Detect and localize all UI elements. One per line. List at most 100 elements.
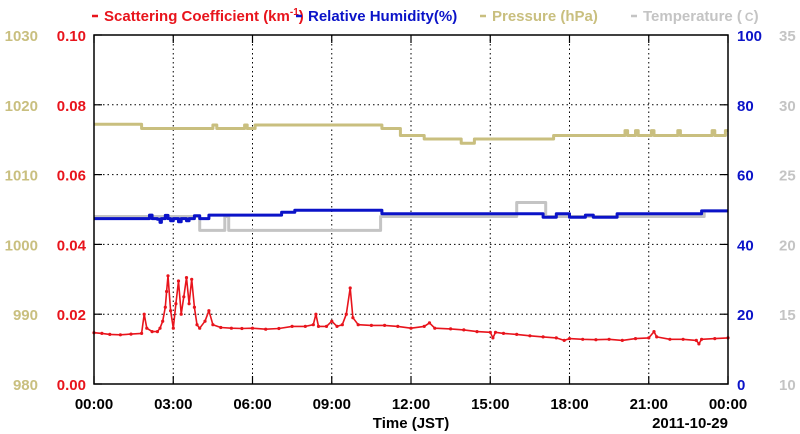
x-tick-label: 15:00 (471, 396, 509, 413)
temp-axis-tick-label: 15 (779, 307, 796, 324)
tick-marks (93, 34, 729, 385)
scatter-axis-tick-label: 0.02 (57, 307, 86, 324)
scatter-point (541, 335, 545, 339)
scatter-point (140, 331, 144, 335)
scatter-point (713, 337, 717, 341)
scatter-point (145, 326, 149, 330)
scatter-point (179, 312, 183, 316)
scatter-point (150, 330, 154, 334)
scatter-point (567, 337, 572, 341)
series-scatter-line (93, 275, 729, 345)
scatter-point (155, 330, 159, 334)
x-tick-label: 12:00 (392, 396, 430, 413)
series-rh-line (94, 208, 728, 224)
scatter-point (491, 336, 495, 340)
scatter-point (647, 336, 651, 340)
rh-axis-tick-label: 80 (737, 98, 754, 115)
rh-axis-tick-label: 0 (737, 377, 745, 394)
pressure-axis-tick-label: 1030 (5, 28, 38, 45)
pressure-axis-tick-label: 990 (13, 307, 38, 324)
scatter-point (427, 321, 432, 325)
scatter-point (655, 335, 659, 339)
temp-axis-tick-label: 10 (779, 377, 796, 394)
scatter-point (344, 312, 348, 316)
temp-axis-tick-label: 20 (779, 237, 796, 254)
scatter-point (501, 331, 506, 335)
x-tick-label: 00:00 (75, 396, 113, 413)
scatter-point (581, 337, 585, 341)
x-tick-label: 21:00 (630, 396, 668, 413)
scatter-point (554, 336, 558, 340)
rh-axis-tick-label: 100 (737, 28, 762, 45)
x-tick-label: 18:00 (550, 396, 588, 413)
legend-label-temp: Temperature (C) (643, 8, 759, 25)
scatter-point (207, 309, 211, 313)
scatter-point (166, 274, 170, 278)
scatter-axis-tick-label: 0.06 (57, 168, 86, 185)
scatter-point (171, 326, 175, 330)
legend-label-scatter: Scattering Coefficient (km-1) (104, 7, 304, 25)
legend: Scattering Coefficient (km-1)Relative Hu… (92, 7, 759, 25)
rh-axis-tick-label: 20 (737, 307, 754, 324)
legend-label-rh: Relative Humidity(%) (308, 8, 457, 25)
scatter-point (330, 319, 334, 323)
scatter-point (176, 279, 181, 283)
scatter-axis-tick-label: 0.08 (57, 98, 86, 115)
series-layer (92, 122, 730, 346)
scatter-point (187, 302, 191, 306)
x-tick-label: 06:00 (233, 396, 271, 413)
scatter-point (229, 326, 233, 330)
scatter-point (142, 312, 146, 316)
scatter-point (163, 305, 167, 309)
scatter-point (652, 330, 656, 334)
scatter-point (697, 342, 701, 346)
scatter-point (314, 312, 318, 316)
scatter-point (165, 289, 169, 294)
scatter-point (264, 327, 268, 331)
scatter-point (161, 319, 165, 323)
temp-axis-tick-label: 30 (779, 98, 796, 115)
scatter-point (335, 324, 339, 328)
scatter-point (190, 277, 194, 281)
scatter-point (493, 330, 498, 334)
series-pressure-line (94, 122, 728, 145)
scatter-point (515, 332, 519, 336)
scatter-point (277, 326, 281, 331)
pressure-axis-tick-label: 1020 (5, 98, 38, 115)
scatter-point (158, 326, 162, 330)
scatter-point (668, 337, 672, 341)
scatter-point (108, 332, 112, 336)
grid (94, 35, 728, 384)
scatter-point (316, 324, 321, 328)
scatter-point (203, 319, 207, 323)
scatter-point (348, 286, 352, 290)
scatter-point (396, 324, 400, 328)
scatter-point (192, 305, 196, 309)
date-label: 2011-10-29 (652, 415, 728, 432)
pressure-axis-tick-label: 1010 (5, 168, 38, 185)
scatter-point (369, 323, 373, 327)
scatter-point (129, 332, 133, 336)
scatter-axis-tick-label: 0.04 (57, 237, 87, 254)
tick-labels: 00:00 03:00 06:00 09:00 12:00 15:00 18:00 21:00… (5, 28, 796, 413)
scatter-point (240, 326, 244, 331)
scatter-point (219, 325, 223, 330)
scatter-point (174, 302, 178, 306)
scatter-point (633, 337, 638, 341)
temp-axis-tick-label: 35 (779, 28, 796, 45)
scatter-point (211, 323, 215, 327)
scatter-point (311, 323, 315, 327)
scatter-point (383, 323, 387, 327)
scatter-point (422, 324, 426, 328)
scatter-point (356, 323, 360, 327)
rh-axis-tick-label: 60 (737, 168, 754, 185)
scatter-point (100, 331, 104, 335)
pressure-axis-tick-label: 980 (13, 377, 38, 394)
scatter-point (700, 337, 704, 341)
scatter-point (351, 316, 355, 320)
scatter-point (528, 334, 532, 338)
x-axis-label: Time (JST) (373, 415, 449, 432)
scatter-point (409, 326, 413, 330)
scatter-axis-tick-label: 0.10 (57, 28, 86, 45)
